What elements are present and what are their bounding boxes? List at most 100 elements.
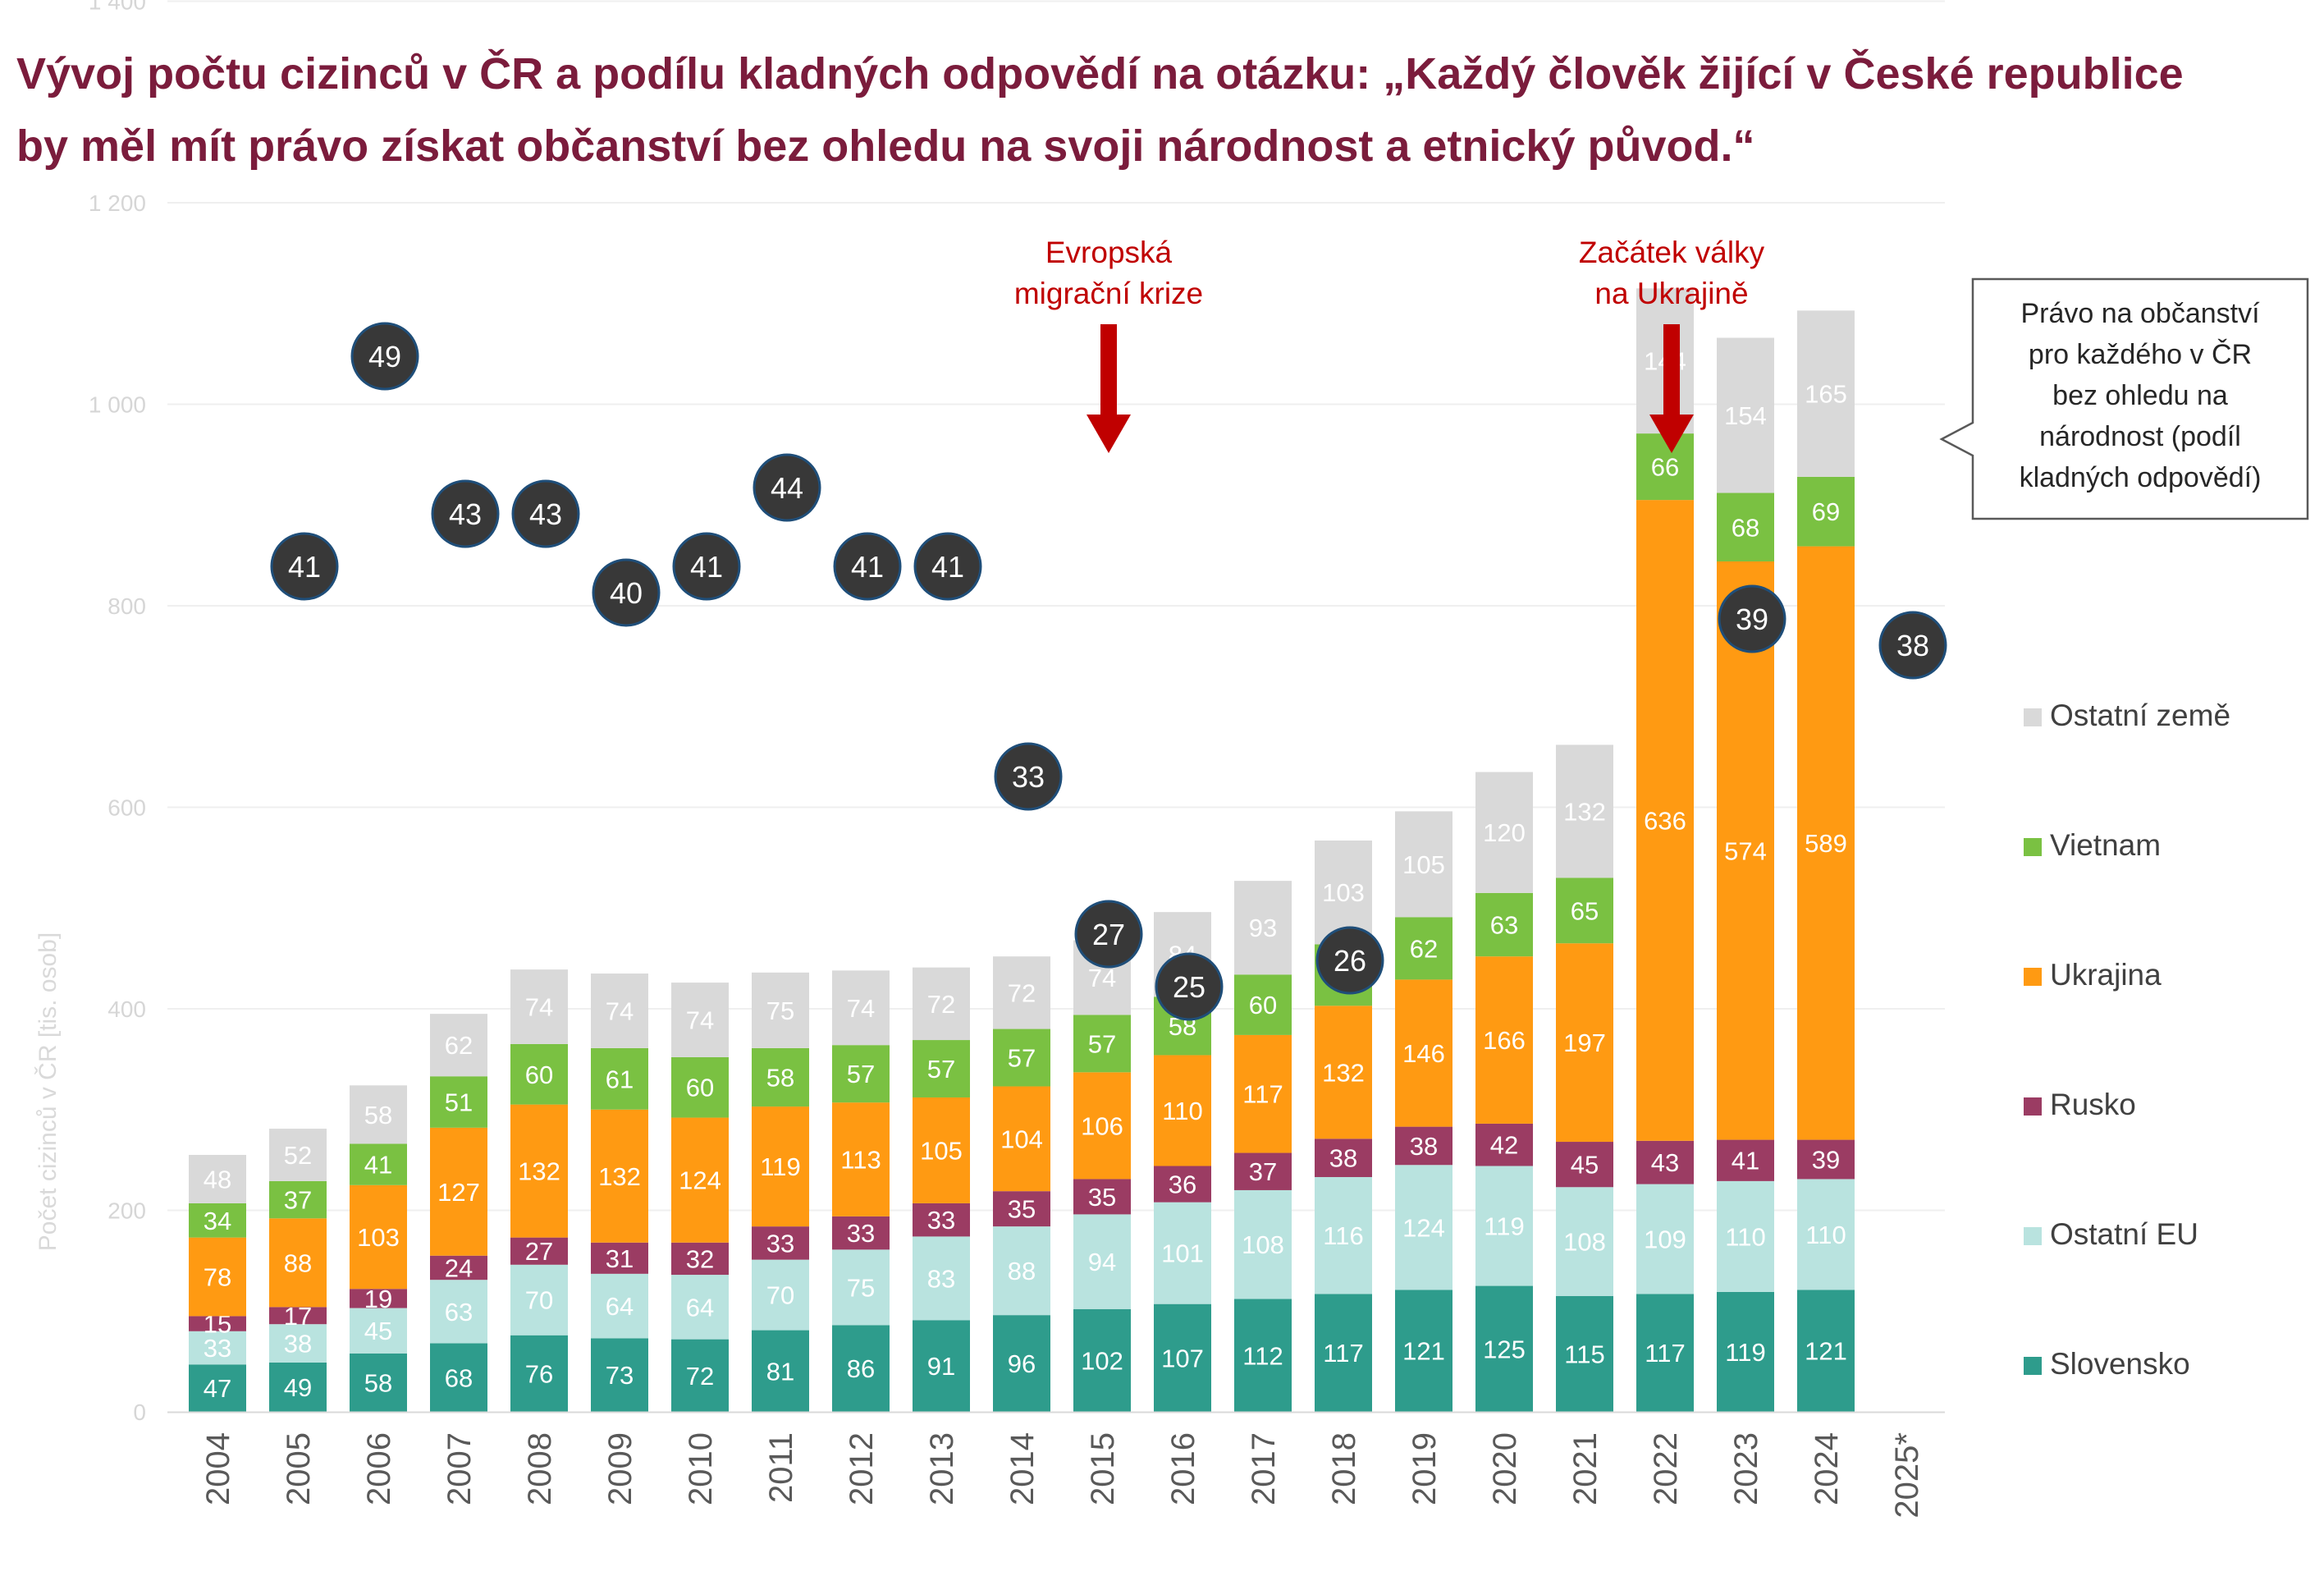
bar-segment [993, 956, 1050, 1029]
legend-swatch [2024, 1357, 2042, 1375]
bar-segment [1154, 1166, 1211, 1203]
bar-value-label: 57 [927, 1055, 955, 1084]
bar-value-label: 45 [1571, 1151, 1599, 1180]
bar-segment [671, 983, 729, 1057]
bar-segment [993, 1226, 1050, 1316]
share-dot [672, 532, 741, 601]
bar-value-label: 132 [518, 1157, 560, 1186]
bar-value-label: 58 [766, 1063, 794, 1092]
bar-segment [1073, 1214, 1131, 1309]
bar-segment [1154, 1055, 1211, 1166]
bar-segment [189, 1203, 246, 1238]
bar-segment [993, 1086, 1050, 1192]
callout-line: kladných odpovědí) [2020, 462, 2262, 493]
bars: 4733157834484938178837525845191034158686… [189, 288, 1855, 1412]
x-tick-label: 2024 [1809, 1432, 1845, 1505]
bar-segment [1234, 1034, 1292, 1153]
x-tick-label: 2014 [1004, 1432, 1041, 1505]
x-tick-label: 2009 [602, 1432, 638, 1505]
bar-segment [1234, 974, 1292, 1035]
share-dot-label: 43 [449, 497, 482, 531]
legend-label: Ostatní EU [2050, 1217, 2198, 1251]
share-dots: 41 49 43 43 40 41 44 41 41 33 27 25 26 39 38 [270, 322, 1947, 1021]
y-tick-label: 800 [108, 593, 146, 619]
legend-label: Vietnam [2050, 828, 2161, 862]
bar-segment [752, 1106, 809, 1227]
bar-segment [671, 1056, 729, 1118]
share-dot [753, 453, 821, 522]
bar-segment [993, 1315, 1050, 1412]
bar-segment [752, 1047, 809, 1107]
bar-segment [1475, 1166, 1533, 1286]
share-dot [1718, 584, 1786, 653]
bar-segment [1475, 956, 1533, 1124]
share-dot-label: 41 [931, 550, 964, 584]
bar-segment [269, 1180, 327, 1219]
bar-value-label: 72 [686, 1362, 714, 1390]
bar-value-label: 33 [927, 1206, 955, 1235]
bar-value-label: 74 [525, 993, 553, 1022]
bar-value-label: 125 [1483, 1335, 1526, 1363]
bar-segment [1556, 943, 1613, 1143]
bar-segment [1073, 1015, 1131, 1073]
share-dot-label: 38 [1896, 629, 1929, 662]
bar-value-label: 121 [1402, 1337, 1445, 1366]
bar-value-label: 72 [1008, 978, 1036, 1007]
bar-value-label: 119 [760, 1152, 800, 1181]
legend: Ostatní země Vietnam Ukrajina Rusko Ostatní … [2024, 699, 2230, 1381]
bar-value-label: 110 [1725, 1222, 1765, 1251]
bar-value-label: 88 [284, 1248, 312, 1277]
bar-value-label: 41 [1732, 1147, 1759, 1175]
bar-value-label: 35 [1088, 1183, 1116, 1212]
chart-title-line-2: by měl mít právo získat občanství bez oh… [16, 121, 1755, 171]
bar-value-label: 110 [1162, 1097, 1202, 1125]
bar-segment [269, 1129, 327, 1181]
share-dot-label: 41 [851, 550, 884, 584]
share-dot-label: 33 [1012, 760, 1045, 794]
bar-value-label: 41 [364, 1151, 392, 1180]
x-tick-label: 2016 [1165, 1432, 1201, 1505]
bar-value-label: 76 [525, 1359, 553, 1388]
x-tick-label: 2018 [1326, 1432, 1362, 1505]
legend-label: Ostatní země [2050, 699, 2230, 732]
share-dot [994, 742, 1063, 811]
bar-value-label: 105 [920, 1136, 963, 1165]
bar-segment [1315, 1138, 1372, 1177]
annotation-arrow-head [1649, 415, 1694, 453]
bar-value-label: 110 [1805, 1221, 1846, 1249]
bar-segment [510, 1335, 568, 1412]
callout-line: bez ohledu na [2052, 380, 2228, 411]
bar-segment [1395, 979, 1452, 1127]
x-tick-label: 2011 [763, 1432, 799, 1503]
bar-value-label: 146 [1402, 1039, 1445, 1068]
y-tick-label: 600 [108, 795, 146, 821]
x-tick-label: 2012 [844, 1432, 880, 1505]
callout-line: pro každého v ČR [2029, 339, 2252, 370]
bar-segment [591, 1047, 648, 1110]
legend-swatch [2024, 968, 2042, 986]
bar-segment [189, 1316, 246, 1331]
bar-value-label: 19 [364, 1285, 392, 1313]
bar-value-label: 62 [1410, 934, 1438, 963]
bar-value-label: 574 [1724, 836, 1767, 865]
bar-value-label: 120 [1483, 818, 1526, 847]
bar-value-label: 42 [1490, 1131, 1518, 1160]
bar-value-label: 66 [1651, 453, 1679, 482]
bar-value-label: 36 [1169, 1171, 1196, 1199]
bar-value-label: 70 [525, 1286, 553, 1315]
y-axis-ticks: 0 200 400 600 800 1 000 1 200 1 400 [89, 0, 146, 1425]
bar-segment [430, 1343, 487, 1412]
bar-value-label: 116 [1323, 1221, 1363, 1250]
bar-value-label: 127 [437, 1178, 480, 1207]
bar-value-label: 109 [1644, 1225, 1686, 1253]
bar-value-label: 73 [606, 1361, 634, 1390]
bar-segment [993, 1029, 1050, 1087]
bar-segment [1797, 546, 1855, 1140]
bar-segment [430, 1014, 487, 1077]
share-dot [1155, 952, 1224, 1021]
bar-segment [1234, 1299, 1292, 1412]
bar-value-label: 64 [686, 1293, 714, 1322]
bar-segment [1797, 1290, 1855, 1412]
bar-segment [189, 1364, 246, 1412]
bar-value-label: 60 [525, 1061, 553, 1089]
